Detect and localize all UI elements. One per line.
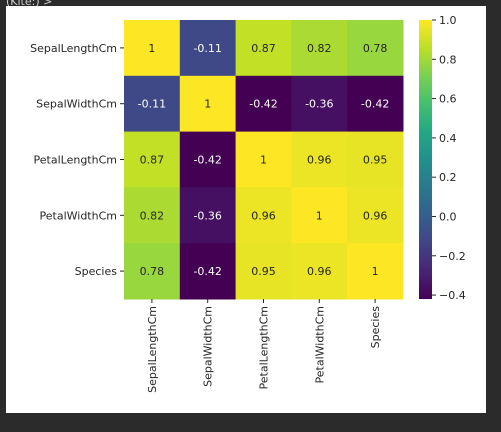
heatmap-cell [124,20,181,77]
x-tick-label: PetalWidthCm [313,306,326,383]
cell-value-label: 0.96 [363,209,388,222]
cell-value-label: 0.96 [251,209,276,222]
heatmap-cell [124,131,181,188]
cell-value-label: 1 [372,265,379,278]
y-tick-label: Species [75,265,118,278]
cell-value-label: 1 [316,209,323,222]
cell-value-label: 1 [204,98,211,111]
cell-value-label: -0.36 [193,209,221,222]
x-tick-label: PetalLengthCm [258,306,271,389]
cell-value-label: -0.11 [138,98,166,111]
heatmap-cell [235,187,292,244]
cell-value-label: 0.78 [363,42,388,55]
cell-value-label: 0.78 [140,265,165,278]
y-tick-label: SepalWidthCm [36,98,117,111]
heatmap-cell [291,243,348,300]
heatmap-cell [179,131,237,188]
notebook-bottom-bar [0,413,501,432]
correlation-heatmap: 1 -0.11 0.87 0.82 0.78 -0.11 1 -0.42 -0.36 -0.42 0… [30,14,466,393]
heatmap-cell [235,20,292,77]
cell-value-label: 0.95 [251,265,276,278]
heatmap-cell [347,243,404,300]
heatmap-cell [179,243,237,300]
heatmap-cell [291,187,348,244]
y-tick-label: PetalLengthCm [34,154,117,167]
heatmap-cell [347,75,404,133]
cell-value-label: -0.42 [193,265,221,278]
cell-value-label: 1 [148,42,155,55]
heatmap-cell [179,75,237,133]
cell-value-label: 0.95 [363,154,388,167]
heatmap-cell [179,20,237,77]
cell-value-label: 0.82 [307,42,332,55]
x-tick-label: Species [369,306,382,349]
cell-value-label: 0.87 [140,154,165,167]
cell-output-label: (Kite:) > [6,0,53,8]
heatmap-cell [347,187,404,244]
cell-value-label: 0.82 [140,209,165,222]
cell-value-label: -0.11 [193,42,221,55]
colorbar [419,20,432,299]
cell-value-label: -0.42 [193,154,221,167]
colorbar-tick-label: 0.4 [439,132,457,145]
cell-value-label: -0.36 [305,98,333,111]
heatmap-cell [347,131,404,188]
cell-value-label: 0.96 [307,265,332,278]
heatmap-cell [235,75,292,133]
heatmap-cell [124,243,181,300]
cell-value-label: -0.42 [249,98,277,111]
heatmap-cell [235,243,292,300]
heatmap-cell [179,187,237,244]
heatmap-cell [291,131,348,188]
cell-value-label: 0.96 [307,154,332,167]
y-tick-label: SepalLengthCm [30,42,117,55]
cell-value-label: -0.42 [361,98,389,111]
colorbar-tick-label: −0.2 [439,250,466,263]
colorbar-tick-label: 1.0 [439,14,457,27]
heatmap-cell [124,75,181,133]
x-tick-label: SepalWidthCm [202,306,215,387]
colorbar-tick-label: 0.6 [439,93,457,106]
heatmap-cell [235,131,292,188]
output-panel: 1 -0.11 0.87 0.82 0.78 -0.11 1 -0.42 -0.36 -0.42 0… [6,6,486,413]
heatmap-cell [291,75,348,133]
colorbar-tick-label: 0.8 [439,53,457,66]
heatmap-cell [291,20,348,77]
colorbar-tick-label: −0.4 [439,289,466,302]
colorbar-tick-label: 0.2 [439,171,457,184]
heatmap-cell [124,187,181,244]
cell-value-label: 0.87 [251,42,276,55]
x-tick-label: SepalLengthCm [146,306,159,393]
y-tick-label: PetalWidthCm [40,209,117,222]
colorbar-tick-label: 0.0 [439,210,457,223]
cell-value-label: 1 [260,154,267,167]
heatmap-cell [347,20,404,77]
